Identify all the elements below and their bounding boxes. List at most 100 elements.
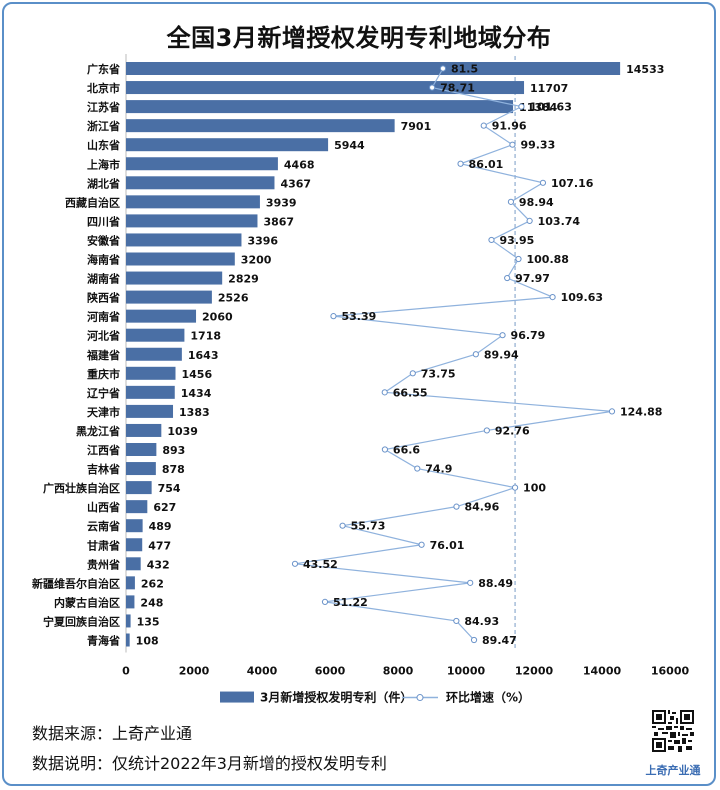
growth-point-14	[499, 332, 506, 339]
growth-value-label: 93.95	[499, 234, 534, 247]
growth-point-29	[453, 617, 460, 625]
bar-value-label: 2526	[218, 292, 249, 305]
bar-8	[126, 214, 258, 228]
growth-point-30	[470, 636, 478, 644]
growth-point-22	[511, 484, 519, 491]
category-label: 广西壮族自治区	[43, 481, 120, 495]
category-label: 海南省	[87, 253, 120, 267]
bar-value-label: 893	[162, 444, 185, 457]
growth-value-label: 55.73	[351, 520, 386, 533]
growth-point-4	[509, 141, 516, 148]
growth-point-6	[539, 179, 547, 186]
bar-value-label: 3939	[266, 196, 297, 209]
growth-value-label: 88.49	[478, 577, 513, 590]
growth-value-label: 97.97	[515, 272, 550, 285]
category-label: 湖北省	[87, 176, 120, 190]
category-label: 辽宁省	[87, 386, 120, 400]
legend-bar-swatch	[220, 691, 254, 703]
category-label: 重庆市	[87, 367, 120, 381]
category-label: 河北省	[87, 329, 120, 343]
x-tick-label: 4000	[247, 665, 278, 678]
growth-value-label: 81.5	[451, 63, 478, 76]
category-label: 黑龙江省	[76, 424, 120, 438]
bar-28	[126, 595, 135, 609]
growth-point-17	[381, 389, 388, 396]
bar-18	[126, 404, 174, 418]
bar-value-label: 108	[136, 635, 159, 648]
bar-value-label: 5944	[334, 139, 365, 152]
growth-value-label: 101.63	[529, 101, 571, 114]
growth-value-label: 73.75	[421, 367, 456, 380]
bar-26	[126, 557, 141, 571]
category-label: 新疆维吾尔自治区	[32, 576, 120, 590]
bar-29	[126, 614, 131, 628]
x-tick-label: 16000	[651, 665, 690, 678]
bar-value-label: 1456	[182, 368, 213, 381]
growth-value-label: 74.9	[425, 463, 452, 476]
growth-point-5	[457, 160, 464, 167]
bar-value-label: 4468	[284, 158, 315, 171]
bar-value-label: 878	[162, 463, 185, 476]
category-label: 广东省	[87, 62, 120, 76]
category-label: 江苏省	[87, 100, 120, 114]
growth-point-28	[321, 598, 329, 606]
category-label: 福建省	[86, 348, 120, 362]
bar-value-label: 489	[149, 520, 172, 533]
growth-point-0	[439, 65, 447, 72]
bar-14	[126, 328, 185, 342]
bar-30	[126, 633, 130, 647]
growth-value-label: 51.22	[333, 596, 368, 609]
data-note: 数据说明：仅统计2022年3月新增的授权发明专利	[32, 754, 387, 773]
x-tick-label: 0	[122, 665, 130, 678]
bar-value-label: 2829	[228, 273, 259, 286]
bar-9	[126, 233, 242, 247]
x-tick-label: 14000	[583, 665, 622, 678]
category-label: 西藏自治区	[65, 195, 120, 209]
category-label: 贵州省	[87, 557, 120, 571]
qr-code-icon	[652, 710, 694, 752]
chart-title: 全国3月新增授权发明专利地域分布	[166, 24, 552, 52]
legend-line-label: 环比增速（%）	[446, 690, 530, 704]
growth-value-label: 89.94	[484, 348, 519, 361]
growth-point-13	[330, 313, 337, 320]
growth-value-label: 84.93	[464, 615, 499, 628]
growth-point-2	[518, 103, 525, 110]
growth-point-27	[467, 579, 474, 586]
growth-point-19	[483, 427, 490, 434]
chart-svg: 广东省 14533 北京市 11707 江苏省 11384 浙江省 7901 山东省 5944 上海…	[32, 54, 690, 704]
growth-point-7	[507, 198, 515, 205]
x-tick-label: 6000	[315, 665, 346, 678]
bar-25	[126, 538, 143, 552]
bar-1	[126, 81, 525, 95]
bar-12	[126, 290, 212, 304]
bar-3	[126, 119, 395, 133]
growth-point-24	[339, 522, 346, 529]
bar-19	[126, 423, 162, 437]
bar-6	[126, 176, 275, 190]
growth-value-label: 86.01	[469, 158, 504, 171]
bar-value-label: 1383	[179, 406, 210, 419]
bar-23	[126, 500, 148, 514]
bar-7	[126, 195, 260, 209]
growth-value-label: 103.74	[538, 215, 581, 228]
growth-value-label: 91.96	[492, 120, 527, 133]
growth-point-11	[504, 274, 511, 282]
bar-value-label: 11384	[519, 101, 558, 114]
bar-16	[126, 366, 176, 380]
bar-value-label: 1039	[167, 425, 198, 438]
growth-line	[294, 68, 613, 641]
bar-27	[126, 576, 135, 590]
bar-0	[126, 62, 621, 75]
x-tick-label: 12000	[515, 665, 554, 678]
category-label: 山东省	[87, 138, 120, 152]
growth-value-label: 92.76	[495, 424, 530, 437]
category-label: 浙江省	[87, 119, 120, 133]
category-label: 陕西省	[87, 291, 120, 305]
bar-value-label: 3396	[247, 234, 278, 247]
growth-point-8	[526, 217, 533, 224]
bar-20	[126, 443, 157, 456]
bar-value-label: 135	[137, 615, 160, 628]
category-label: 云南省	[87, 519, 120, 533]
x-tick-label: 2000	[179, 665, 210, 678]
